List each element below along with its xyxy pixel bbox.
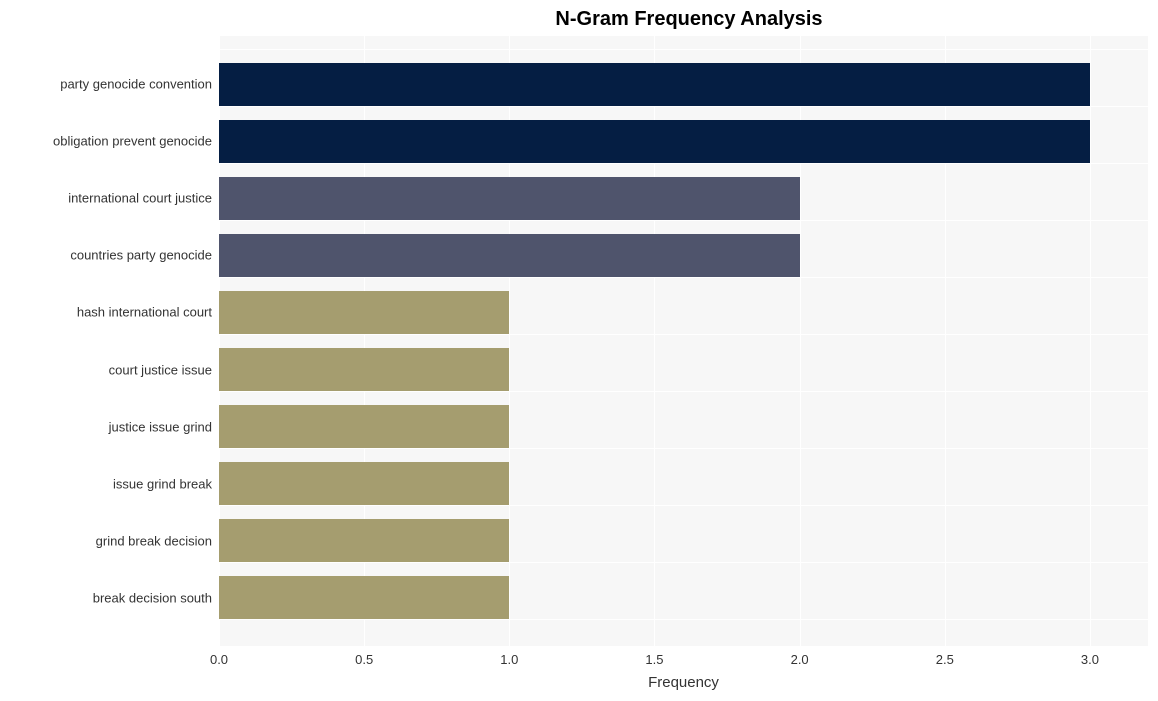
x-axis-label: Frequency <box>219 674 1148 691</box>
bar <box>219 576 509 619</box>
plot-area <box>219 36 1148 646</box>
bar <box>219 462 509 505</box>
y-gridline <box>219 163 1148 164</box>
y-tick-label: obligation prevent genocide <box>2 134 212 149</box>
bar <box>219 519 509 562</box>
y-tick-label: court justice issue <box>2 362 212 377</box>
chart-title: N-Gram Frequency Analysis <box>0 8 1158 31</box>
y-gridline <box>219 505 1148 506</box>
y-tick-label: justice issue grind <box>2 419 212 434</box>
y-tick-label: countries party genocide <box>2 248 212 263</box>
y-gridline <box>219 448 1148 449</box>
x-tick-label: 0.0 <box>210 652 228 667</box>
bar <box>219 291 509 334</box>
bar <box>219 63 1090 106</box>
y-tick-label: grind break decision <box>2 533 212 548</box>
x-tick-label: 3.0 <box>1081 652 1099 667</box>
x-tick-label: 2.0 <box>791 652 809 667</box>
bar <box>219 234 800 277</box>
y-gridline <box>219 562 1148 563</box>
y-tick-label: hash international court <box>2 305 212 320</box>
x-tick-label: 0.5 <box>355 652 373 667</box>
bar <box>219 120 1090 163</box>
y-gridline <box>219 334 1148 335</box>
y-tick-label: international court justice <box>2 191 212 206</box>
bar <box>219 348 509 391</box>
y-gridline <box>219 49 1148 50</box>
y-gridline <box>219 277 1148 278</box>
y-tick-label: party genocide convention <box>2 77 212 92</box>
x-gridline <box>1090 36 1091 646</box>
y-gridline <box>219 220 1148 221</box>
y-tick-label: break decision south <box>2 590 212 605</box>
y-gridline <box>219 106 1148 107</box>
x-tick-label: 1.0 <box>500 652 518 667</box>
x-tick-label: 2.5 <box>936 652 954 667</box>
bar <box>219 177 800 220</box>
y-gridline <box>219 619 1148 620</box>
y-gridline <box>219 391 1148 392</box>
bar <box>219 405 509 448</box>
x-tick-label: 1.5 <box>645 652 663 667</box>
y-tick-label: issue grind break <box>2 476 212 491</box>
